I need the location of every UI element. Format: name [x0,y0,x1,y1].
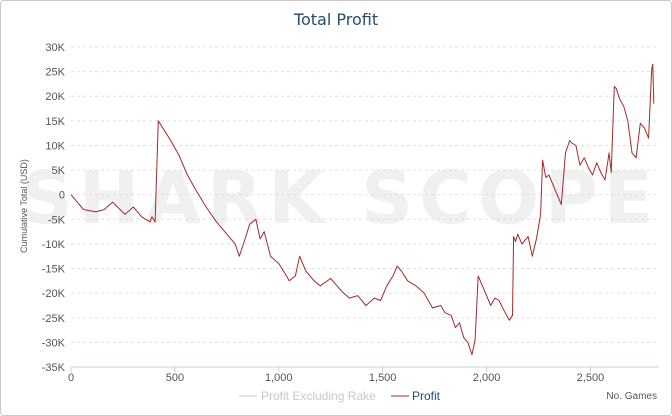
y-tick-label: 30K [45,42,65,54]
y-tick-label: -20K [42,288,66,300]
series-line-profit [70,63,655,356]
legend-label-profit: Profit [412,389,441,403]
y-tick-label: 15K [45,116,65,128]
x-axis-ticks: 0 500 1,000 1,500 2,000 2,500 [68,367,604,384]
legend-item-profit-excluding-rake[interactable]: Profit Excluding Rake [239,389,376,403]
y-axis-ticks: 30K 25K 20K 15K 10K 5K 0 -5K -10K -15K -20K -25K -30… [42,42,66,374]
watermark: SHARK SCOPE [21,156,659,240]
x-tick-label: 2,500 [577,372,605,384]
legend-label-profit-excluding-rake: Profit Excluding Rake [261,389,376,403]
x-tick-label: 1,500 [369,372,397,384]
y-tick-label: -30K [42,337,66,349]
series-lines [70,63,655,356]
y-tick-label: -5K [48,214,66,226]
y-tick-label: -15K [42,264,66,276]
y-tick-label: -25K [42,313,66,325]
watermark-text: SHARK SCOPE [21,156,659,240]
grid-lines [71,46,659,368]
x-axis-label: No. Games [606,391,657,402]
y-axis-label: Cumulative Total (USD) [19,159,29,253]
y-tick-label: -35K [42,362,66,374]
y-tick-label: 0 [59,190,65,202]
chart-title: Total Profit [293,10,378,29]
y-tick-label: -10K [42,239,66,251]
x-tick-label: 1,000 [265,372,293,384]
y-tick-label: 10K [45,140,65,152]
x-tick-label: 0 [68,372,74,384]
x-tick-label: 500 [166,372,184,384]
x-tick-label: 2,000 [473,372,501,384]
y-tick-label: 5K [52,165,66,177]
legend: Profit Excluding Rake Profit [239,389,441,403]
y-tick-label: 25K [45,67,65,79]
legend-item-profit[interactable]: Profit [391,389,441,403]
y-tick-label: 20K [45,91,65,103]
